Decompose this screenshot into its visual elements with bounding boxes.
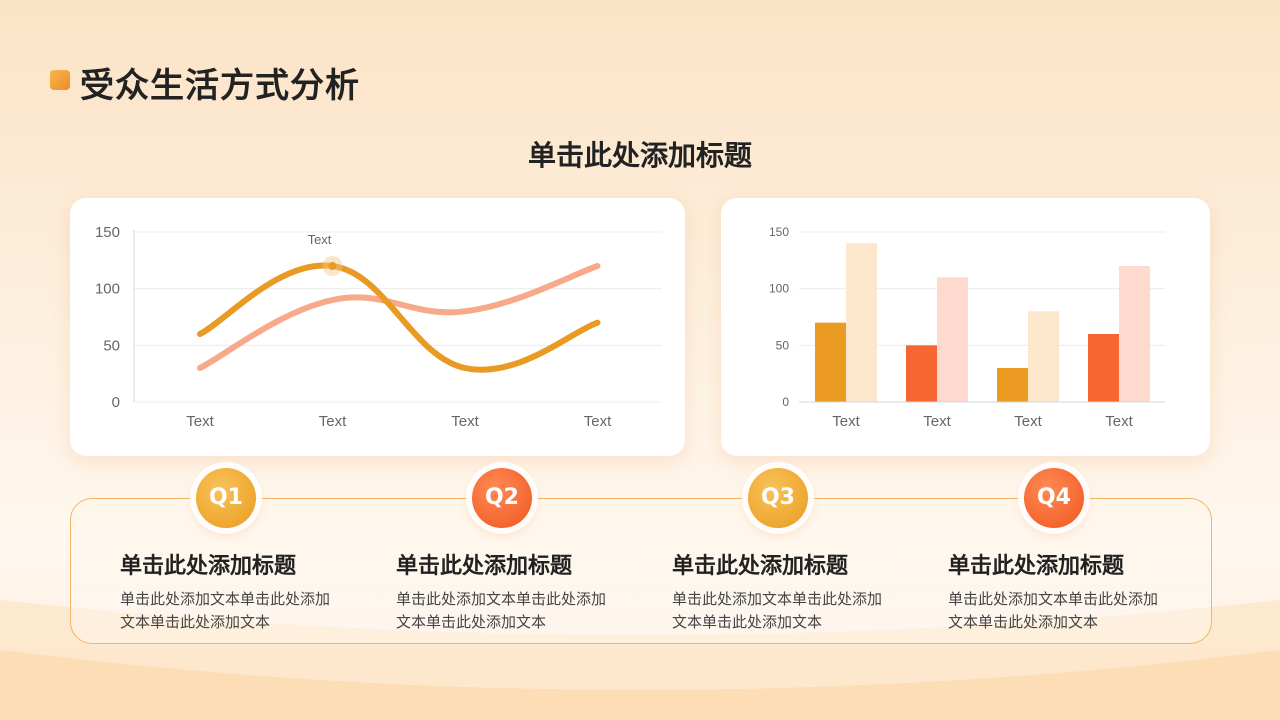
q4-title: 单击此处添加标题 [948,554,1125,579]
x-tick-label-3: Text [584,413,612,430]
bar-series-0-0 [815,322,846,402]
bar-chart-card: 0 50 100 150 Text Text Text Text [721,198,1210,456]
bar-y-tick-label-3: 150 [769,225,789,239]
q2-text: 单击此处添加文本单击此处添加文本单击此处添加文本 [396,590,607,631]
bar-x-tick-label-1: Text [923,413,951,430]
bar-y-tick-label-1: 50 [776,338,790,352]
y-tick-label-0: 0 [112,394,120,411]
q4-badge: Q4 [1024,468,1084,528]
bar-chart: 0 50 100 150 Text Text Text Text [769,225,1165,430]
bar-y-tick-label-2: 100 [769,282,789,296]
annotation-label: Text [308,232,332,247]
y-tick-label-1: 50 [103,337,120,354]
q3-title: 单击此处添加标题 [672,554,849,579]
q3-text: 单击此处添加文本单击此处添加文本单击此处添加文本 [672,590,883,631]
title-square-icon [50,70,70,90]
section-title: 单击此处添加标题 [527,139,752,172]
q2-title: 单击此处添加标题 [396,554,573,579]
bar-series-0-1 [906,345,937,402]
x-tick-label-1: Text [319,413,347,430]
q2-badge: Q2 [472,468,532,528]
line-chart: 0 50 100 150 Text Text Text Text Text [95,224,662,430]
bar-y-tick-label-0: 0 [782,395,789,409]
page-title: 受众生活方式分析 [80,66,360,106]
q3-badge: Q3 [748,468,808,528]
y-tick-label-3: 150 [95,224,120,241]
y-tick-label-2: 100 [95,281,120,298]
bar-series-1-2 [1028,311,1059,402]
q1-badge: Q1 [196,468,256,528]
q4-text: 单击此处添加文本单击此处添加文本单击此处添加文本 [948,590,1159,631]
q1-title: 单击此处添加标题 [120,554,297,579]
q1-text: 单击此处添加文本单击此处添加文本单击此处添加文本 [120,590,331,631]
bar-x-tick-label-2: Text [1014,413,1042,430]
x-tick-label-0: Text [186,413,214,430]
series-1-line [197,262,601,373]
bar-x-tick-label-3: Text [1105,413,1133,430]
bar-series-1-3 [1119,266,1150,402]
bar-series-0-3 [1088,334,1119,402]
bar-series-0-2 [997,368,1028,402]
line-chart-card: 0 50 100 150 Text Text Text Text Text [70,198,685,456]
bar-series-1-1 [937,277,968,402]
bar-series-1-0 [846,243,877,402]
quarter-info-panel [70,498,1212,644]
x-tick-label-2: Text [451,413,479,430]
annotation-point [328,262,337,270]
bar-x-tick-label-0: Text [832,413,860,430]
series-0-line [197,263,601,371]
